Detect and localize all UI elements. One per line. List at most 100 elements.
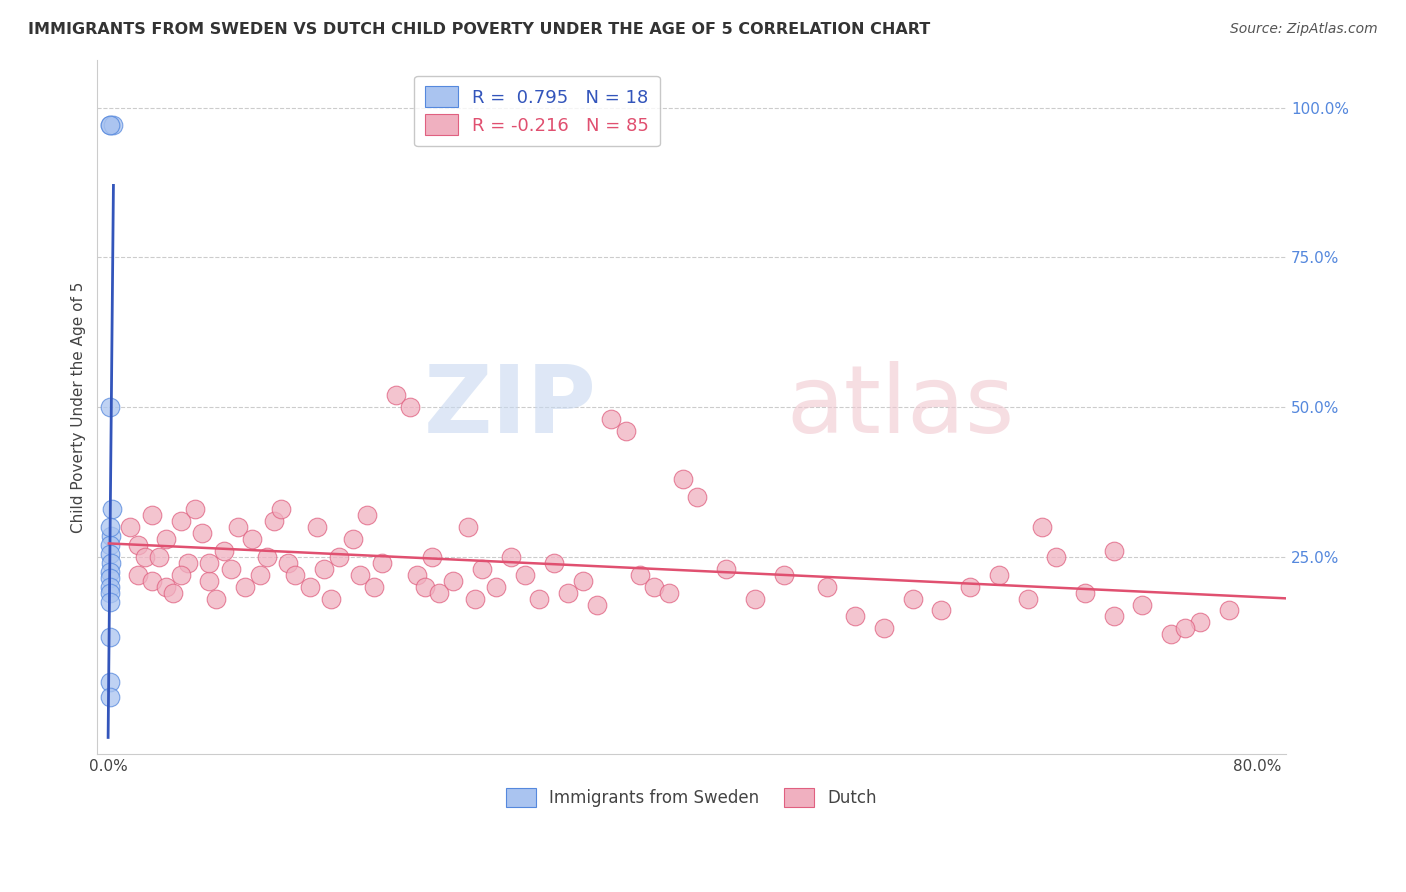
- Point: [270, 501, 292, 516]
- Point: [1045, 549, 1067, 564]
- Point: [815, 580, 838, 594]
- Point: [98, 690, 121, 705]
- Point: [1174, 622, 1197, 636]
- Point: [370, 556, 392, 570]
- Point: [385, 388, 408, 402]
- Text: Source: ZipAtlas.com: Source: ZipAtlas.com: [1230, 22, 1378, 37]
- Point: [141, 574, 163, 588]
- Point: [100, 501, 122, 516]
- Legend: Immigrants from Sweden, Dutch: Immigrants from Sweden, Dutch: [498, 780, 886, 815]
- Point: [212, 543, 235, 558]
- Point: [744, 591, 766, 606]
- Point: [628, 567, 651, 582]
- Point: [98, 538, 121, 552]
- Point: [1218, 603, 1240, 617]
- Text: ZIP: ZIP: [423, 361, 596, 453]
- Point: [413, 580, 436, 594]
- Point: [1102, 609, 1125, 624]
- Point: [901, 591, 924, 606]
- Point: [485, 580, 508, 594]
- Point: [529, 591, 551, 606]
- Point: [127, 567, 149, 582]
- Text: atlas: atlas: [787, 361, 1015, 453]
- Point: [177, 556, 200, 570]
- Point: [464, 591, 486, 606]
- Point: [643, 580, 665, 594]
- Point: [148, 549, 170, 564]
- Point: [233, 580, 256, 594]
- Point: [356, 508, 378, 522]
- Point: [249, 567, 271, 582]
- Point: [242, 532, 264, 546]
- Point: [844, 609, 866, 624]
- Point: [471, 561, 494, 575]
- Point: [321, 591, 343, 606]
- Point: [328, 549, 350, 564]
- Point: [263, 514, 285, 528]
- Point: [155, 580, 177, 594]
- Point: [406, 567, 429, 582]
- Point: [98, 565, 121, 579]
- Point: [1188, 615, 1211, 630]
- Point: [672, 472, 695, 486]
- Point: [686, 490, 709, 504]
- Point: [586, 598, 609, 612]
- Point: [198, 556, 221, 570]
- Point: [98, 585, 121, 599]
- Point: [191, 525, 214, 540]
- Text: IMMIGRANTS FROM SWEDEN VS DUTCH CHILD POVERTY UNDER THE AGE OF 5 CORRELATION CHA: IMMIGRANTS FROM SWEDEN VS DUTCH CHILD PO…: [28, 22, 931, 37]
- Point: [314, 561, 336, 575]
- Point: [571, 574, 593, 588]
- Point: [256, 549, 278, 564]
- Point: [420, 549, 443, 564]
- Point: [98, 119, 121, 133]
- Point: [155, 532, 177, 546]
- Point: [499, 549, 522, 564]
- Point: [931, 603, 953, 617]
- Point: [162, 585, 184, 599]
- Point: [98, 675, 121, 690]
- Point: [98, 400, 121, 414]
- Point: [349, 567, 371, 582]
- Point: [600, 412, 623, 426]
- Point: [614, 424, 637, 438]
- Point: [363, 580, 385, 594]
- Point: [184, 501, 207, 516]
- Point: [169, 567, 191, 582]
- Point: [100, 529, 122, 543]
- Point: [1017, 591, 1039, 606]
- Point: [1132, 598, 1154, 612]
- Point: [98, 594, 121, 608]
- Point: [298, 580, 321, 594]
- Point: [658, 585, 681, 599]
- Point: [305, 519, 328, 533]
- Point: [959, 580, 981, 594]
- Point: [427, 585, 450, 599]
- Point: [441, 574, 464, 588]
- Point: [219, 561, 242, 575]
- Point: [120, 519, 142, 533]
- Point: [714, 561, 737, 575]
- Point: [169, 514, 191, 528]
- Point: [1031, 519, 1053, 533]
- Point: [987, 567, 1010, 582]
- Point: [457, 519, 479, 533]
- Point: [205, 591, 228, 606]
- Point: [1102, 543, 1125, 558]
- Point: [98, 580, 121, 594]
- Point: [101, 119, 124, 133]
- Point: [100, 556, 122, 570]
- Point: [226, 519, 249, 533]
- Point: [98, 119, 121, 133]
- Point: [1074, 585, 1097, 599]
- Point: [98, 631, 121, 645]
- Point: [399, 400, 422, 414]
- Point: [98, 519, 121, 533]
- Point: [127, 538, 149, 552]
- Point: [98, 547, 121, 561]
- Point: [277, 556, 299, 570]
- Point: [98, 570, 121, 584]
- Point: [198, 574, 221, 588]
- Point: [134, 549, 156, 564]
- Point: [772, 567, 794, 582]
